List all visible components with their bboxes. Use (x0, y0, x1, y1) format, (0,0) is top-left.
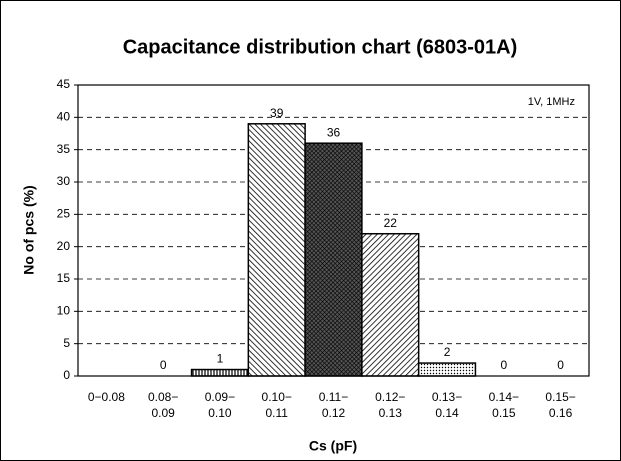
chart-title: Capacitance distribution chart (6803-01A… (123, 36, 518, 58)
x-axis-label: Cs (pF) (309, 438, 357, 454)
x-tick-label: 0.08− (148, 390, 178, 404)
y-tick-label: 25 (57, 207, 71, 221)
bar (190, 368, 250, 377)
x-tick-label: 0.13 (379, 406, 403, 420)
y-axis-label: No of pcs (%) (21, 185, 37, 274)
annotation: 1V, 1MHz (528, 96, 575, 108)
y-tick-label: 0 (63, 368, 70, 382)
y-tick-label: 10 (57, 304, 71, 318)
plot-frame (77, 84, 590, 377)
bar (417, 362, 477, 377)
x-tick-label: 0.10− (262, 390, 292, 404)
y-tick-label: 40 (57, 110, 71, 124)
x-tick-label: 0.12− (375, 390, 405, 404)
data-label: 39 (270, 106, 284, 120)
x-tick-label: 0.14 (435, 406, 459, 420)
x-tick-label: 0.16 (549, 406, 573, 420)
y-tick-label: 5 (63, 336, 70, 350)
x-tick-label: 0.13− (432, 390, 462, 404)
y-tick-label: 30 (57, 174, 71, 188)
data-label: 36 (327, 125, 341, 139)
x-tick-label: 0.09− (205, 390, 235, 404)
x-tick-label: 0.12 (322, 406, 346, 420)
data-label: 0 (160, 358, 167, 372)
data-label: 2 (444, 345, 451, 359)
y-tick-label: 45 (57, 77, 71, 91)
data-label: 1 (217, 352, 224, 366)
data-label: 22 (384, 216, 398, 230)
y-tick-label: 35 (57, 142, 71, 156)
x-tick-label: 0.10 (208, 406, 232, 420)
y-tick-label: 15 (57, 271, 71, 285)
x-tick-label: 0.14− (489, 390, 519, 404)
data-label: 0 (557, 358, 564, 372)
x-tick-label: 0.09 (151, 406, 175, 420)
bar (247, 123, 306, 377)
bar (304, 142, 363, 377)
x-tick-label: 0.11− (319, 390, 348, 404)
bar (361, 232, 420, 377)
x-tick-label: 0−0.08 (88, 390, 125, 404)
y-tick-label: 20 (57, 239, 71, 253)
data-label: 0 (500, 358, 507, 372)
x-tick-label: 0.11 (265, 406, 288, 420)
x-tick-label: 0.15− (545, 390, 575, 404)
x-tick-label: 0.15 (492, 406, 516, 420)
